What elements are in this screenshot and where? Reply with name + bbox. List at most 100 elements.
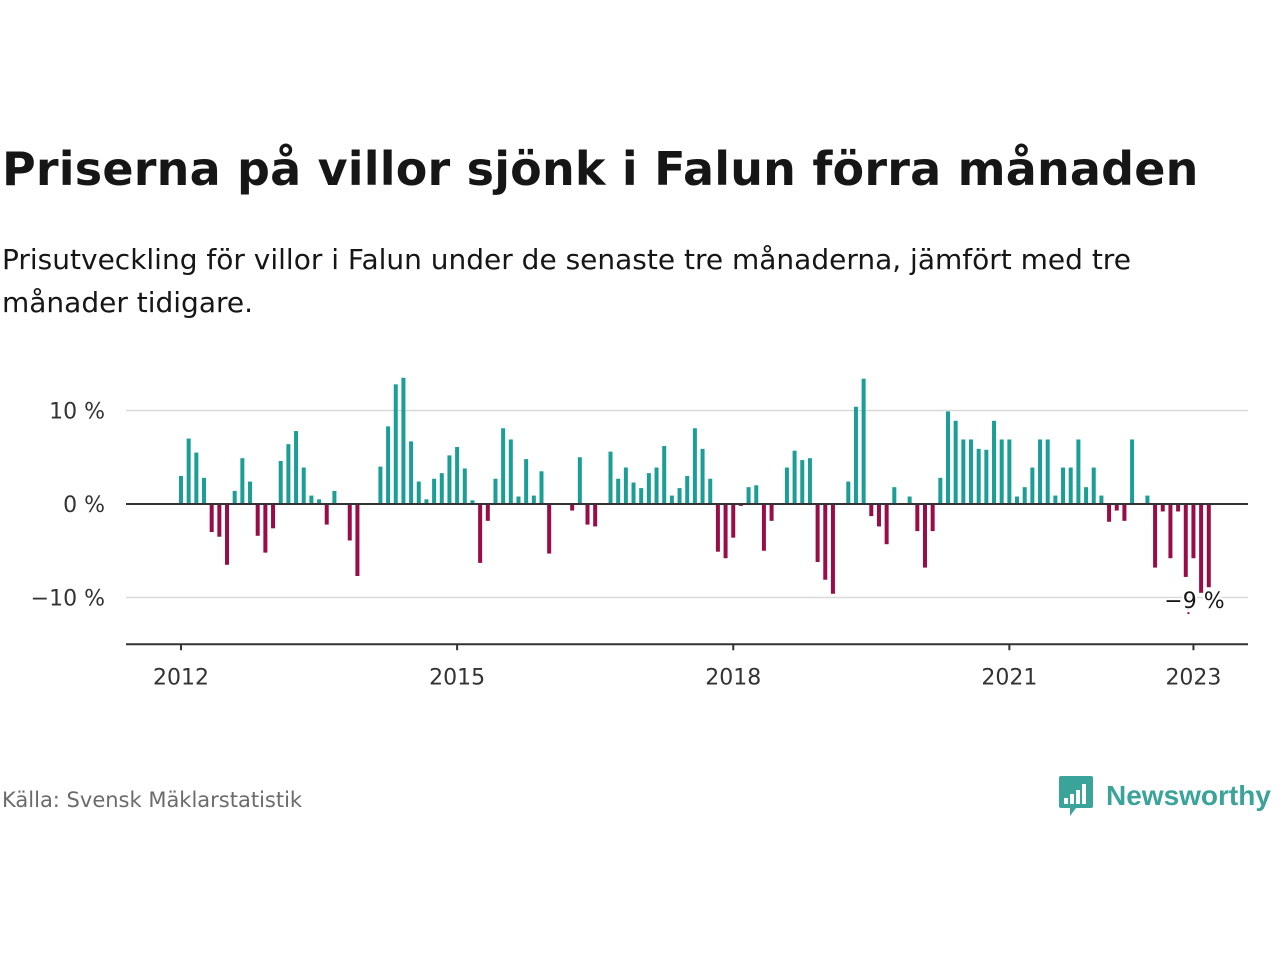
bar — [179, 475, 183, 504]
bar — [815, 504, 820, 562]
bar — [240, 458, 245, 505]
bar — [409, 441, 414, 504]
bar — [1038, 439, 1043, 504]
gridlines — [126, 409, 1248, 599]
bar — [946, 411, 950, 504]
bar — [1199, 504, 1204, 593]
bar — [455, 446, 460, 504]
bar — [286, 444, 291, 504]
bar — [255, 504, 260, 536]
bar — [861, 378, 866, 504]
bar — [539, 471, 544, 505]
bar — [999, 439, 1004, 504]
bar — [1130, 439, 1135, 504]
bar — [915, 504, 920, 532]
bar — [447, 455, 452, 504]
bar — [309, 495, 314, 504]
bar — [1084, 487, 1089, 504]
bar — [754, 485, 759, 504]
bar — [401, 377, 406, 504]
bar — [294, 431, 299, 504]
bar — [547, 504, 552, 554]
bar — [531, 495, 536, 504]
bar — [961, 439, 966, 504]
annotation: −9 % — [1162, 587, 1226, 616]
bar — [700, 448, 705, 504]
bar — [1061, 467, 1066, 504]
x-axis-labels: 2012 2015 2018 2021 2023 — [153, 644, 1221, 690]
bar — [585, 504, 590, 525]
bar — [332, 490, 337, 504]
bar — [378, 466, 383, 504]
bar — [662, 446, 667, 504]
bar — [708, 478, 713, 504]
bar — [969, 439, 974, 504]
bar — [1022, 487, 1027, 504]
bar — [907, 496, 912, 504]
bar — [723, 504, 728, 559]
bar — [984, 449, 989, 504]
bar — [225, 504, 230, 565]
bar — [1030, 467, 1035, 504]
bar — [424, 499, 429, 504]
bar — [593, 504, 598, 527]
bar — [577, 457, 582, 504]
bar — [1160, 504, 1165, 512]
y-tick-label: −10 % — [31, 587, 105, 612]
bar — [938, 477, 943, 504]
annotation-label: −9 % — [1164, 589, 1224, 614]
bar — [692, 428, 697, 504]
y-tick-label: 0 % — [63, 493, 105, 518]
bar — [1053, 495, 1058, 504]
bar — [930, 504, 935, 532]
bar — [800, 460, 805, 505]
bar — [202, 477, 207, 504]
bar — [1114, 504, 1119, 511]
bar — [478, 504, 483, 563]
bar — [1206, 504, 1211, 588]
bar — [1183, 504, 1188, 577]
x-tick-label: 2021 — [981, 665, 1037, 690]
bar — [1015, 496, 1020, 504]
brand-name: Newsworthy — [1106, 780, 1271, 811]
bar — [769, 504, 774, 521]
bar — [271, 504, 276, 529]
bar — [524, 459, 529, 504]
x-tick-label: 2018 — [705, 665, 761, 690]
bar — [646, 473, 651, 504]
bar — [416, 481, 421, 504]
bar — [876, 504, 881, 527]
bar — [631, 482, 636, 504]
bar — [1122, 504, 1127, 521]
bar — [685, 475, 690, 504]
bar — [807, 458, 812, 505]
x-tick-label: 2012 — [153, 665, 209, 690]
bar — [746, 487, 751, 504]
bar — [715, 504, 720, 552]
bar — [1107, 504, 1112, 522]
bar — [393, 384, 398, 504]
bar — [301, 467, 306, 504]
chart-title: Priserna på villor sjönk i Falun förra m… — [2, 142, 1199, 196]
bar — [784, 467, 789, 504]
bar — [976, 448, 981, 504]
bars — [179, 377, 1211, 594]
bar — [1145, 495, 1150, 504]
bar — [508, 439, 513, 504]
bar — [317, 499, 322, 504]
chart-subtitle: Prisutveckling för villor i Falun under … — [2, 243, 1131, 319]
bar — [761, 504, 766, 551]
brand-logo[interactable]: Newsworthy — [1058, 774, 1271, 818]
bar — [853, 406, 858, 504]
bar — [623, 467, 628, 504]
bar — [608, 451, 613, 504]
bar — [1045, 439, 1050, 504]
bar — [1076, 439, 1081, 504]
bar — [792, 450, 797, 504]
bar-chart: 10 % 0 % −10 % 2012 2015 2018 2021 2023 −9 % — [31, 377, 1248, 690]
bar — [823, 504, 828, 580]
bar — [1099, 495, 1104, 504]
bar — [953, 420, 958, 504]
bar — [570, 504, 575, 511]
bar — [355, 504, 360, 576]
